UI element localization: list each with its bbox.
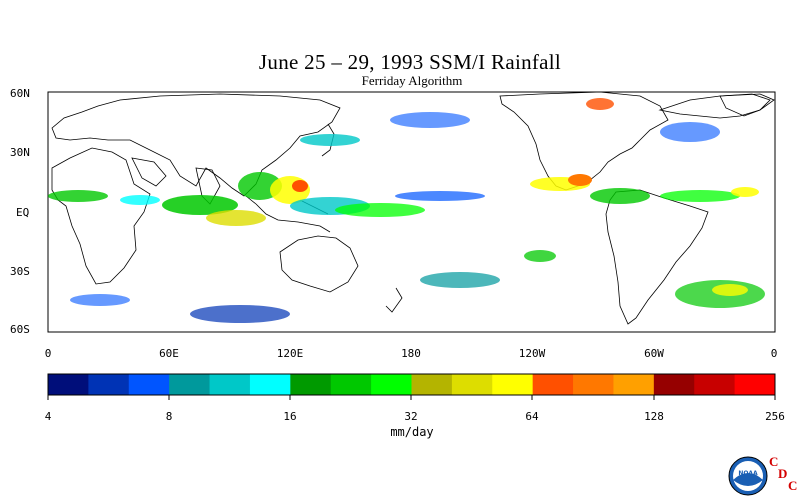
colorbar-swatch [88,374,130,395]
colorbar-swatch [451,374,493,395]
colorbar-swatch [249,374,291,395]
lat-label-30s: 30S [10,265,30,278]
lon-label-60e: 60E [159,347,179,360]
colorbar-swatch [48,374,89,395]
rainfall-patches [48,98,765,323]
colorbar-label-256: 256 [765,410,785,423]
cdc-letter-c1: C [769,454,779,469]
colorbar-swatch [411,374,453,395]
lat-label-eq: EQ [16,206,30,219]
colorbar-label-4: 4 [44,410,52,423]
colorbar-label-64: 64 [525,410,539,423]
lat-label-60n: 60N [10,87,30,100]
colorbar-swatch [209,374,251,395]
lon-label-60w: 60W [644,347,664,360]
colorbar-swatch [371,374,412,395]
map-title: June 25 – 29, 1993 SSM/I Rainfall [258,50,562,74]
colorbar-swatch [492,374,534,395]
colorbar-swatch [330,374,372,395]
lon-label-0: 0 [44,347,52,360]
noaa-logo [728,456,768,496]
lon-label-0-end: 0 [770,347,778,360]
lon-label-120w: 120W [518,347,546,360]
colorbar-units: mm/day [390,425,434,439]
map-subtitle: Ferriday Algorithm [361,73,463,88]
colorbar-swatch [734,374,776,395]
colorbar-swatch [573,374,614,395]
cdc-letter-c2: C [788,478,798,493]
lon-label-120e: 120E [276,347,304,360]
colorbar-label-8: 8 [165,410,173,423]
lon-label-180: 180 [401,347,421,360]
noaa-logo-text: NOAA [738,470,758,477]
colorbar-label-32: 32 [404,410,418,423]
colorbar-swatch [532,374,574,395]
colorbar [47,373,776,396]
lat-label-60s: 60S [10,323,30,336]
colorbar-swatch [128,374,170,395]
colorbar-swatch [613,374,655,395]
coastlines [51,91,775,325]
cdc-letter-d: D [778,466,788,481]
colorbar-label-128: 128 [644,410,664,423]
colorbar-swatch [694,374,736,395]
colorbar-swatch [653,374,695,395]
colorbar-label-16: 16 [283,410,297,423]
lat-label-30n: 30N [10,146,30,159]
colorbar-swatch [290,374,332,395]
colorbar-ticks [47,395,776,400]
colorbar-swatch [169,374,211,395]
map-panel [47,91,776,333]
